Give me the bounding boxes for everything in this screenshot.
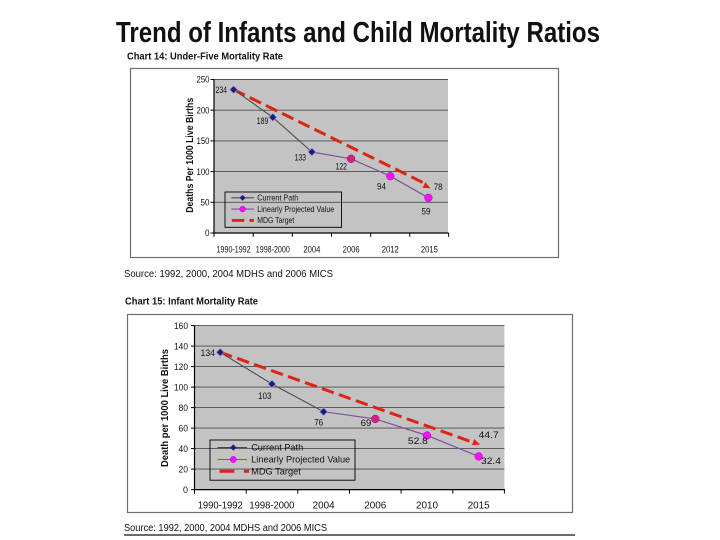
- svg-text:134: 134: [201, 348, 216, 359]
- svg-text:59: 59: [422, 207, 431, 218]
- svg-text:44.7: 44.7: [479, 430, 499, 441]
- svg-text:234: 234: [216, 85, 228, 96]
- svg-text:250: 250: [197, 75, 210, 85]
- svg-text:120: 120: [174, 362, 188, 373]
- svg-text:2010: 2010: [416, 501, 438, 512]
- svg-text:2004: 2004: [313, 501, 335, 512]
- svg-text:50: 50: [201, 198, 210, 208]
- svg-text:103: 103: [258, 391, 272, 402]
- svg-text:Current Path: Current Path: [257, 194, 298, 203]
- svg-text:2006: 2006: [364, 501, 386, 512]
- svg-text:2015: 2015: [468, 501, 490, 512]
- svg-text:0: 0: [183, 485, 188, 496]
- svg-text:MDG Target: MDG Target: [251, 467, 301, 477]
- svg-text:40: 40: [179, 444, 189, 455]
- svg-text:Source: 1992, 2000, 2004 MDHS: Source: 1992, 2000, 2004 MDHS and 2006 M…: [124, 523, 327, 534]
- svg-text:32.4: 32.4: [481, 456, 501, 467]
- svg-text:MDG Target: MDG Target: [257, 216, 295, 225]
- svg-text:1990-1992: 1990-1992: [198, 501, 243, 512]
- svg-text:160: 160: [174, 321, 188, 332]
- svg-text:60: 60: [179, 424, 189, 435]
- svg-text:Trend of Infants and Child Mor: Trend of Infants and Child Mortality Rat…: [116, 17, 600, 49]
- svg-text:0: 0: [205, 228, 210, 238]
- svg-text:2006: 2006: [343, 245, 360, 256]
- svg-text:2012: 2012: [382, 245, 399, 256]
- svg-text:78: 78: [434, 182, 443, 193]
- svg-text:200: 200: [197, 105, 210, 115]
- svg-text:69: 69: [361, 418, 372, 429]
- svg-text:Chart 14: Under-Five Mortality: Chart 14: Under-Five Mortality Rate: [127, 52, 283, 63]
- svg-text:150: 150: [197, 136, 210, 146]
- svg-text:2015: 2015: [421, 245, 438, 256]
- svg-text:76: 76: [314, 418, 323, 429]
- svg-text:1998-2000: 1998-2000: [256, 245, 290, 256]
- svg-text:1990-1992: 1990-1992: [217, 245, 251, 256]
- svg-text:140: 140: [174, 342, 188, 353]
- svg-text:2004: 2004: [303, 245, 320, 256]
- svg-text:Linearly Projected Value: Linearly Projected Value: [257, 205, 334, 214]
- svg-text:100: 100: [174, 383, 188, 394]
- svg-text:100: 100: [197, 167, 210, 177]
- svg-text:Linearly Projected Value: Linearly Projected Value: [251, 455, 350, 465]
- svg-text:Source: 1992, 2000, 2004 MDHS: Source: 1992, 2000, 2004 MDHS and 2006 M…: [124, 269, 333, 280]
- svg-text:Deaths Per 1000 Live Births: Deaths Per 1000 Live Births: [185, 97, 196, 212]
- svg-text:Current Path: Current Path: [251, 443, 303, 453]
- svg-text:80: 80: [179, 403, 189, 414]
- svg-text:1998-2000: 1998-2000: [249, 501, 294, 512]
- svg-text:52.8: 52.8: [408, 436, 428, 447]
- svg-text:189: 189: [257, 116, 269, 127]
- svg-text:Death per 1000 Live Births: Death per 1000 Live Births: [160, 349, 171, 467]
- svg-text:94: 94: [377, 182, 386, 193]
- svg-text:133: 133: [295, 153, 307, 164]
- svg-text:122: 122: [336, 162, 348, 173]
- svg-text:Chart 15: Infant Mortality Rat: Chart 15: Infant Mortality Rate: [125, 297, 258, 308]
- svg-text:20: 20: [179, 465, 189, 476]
